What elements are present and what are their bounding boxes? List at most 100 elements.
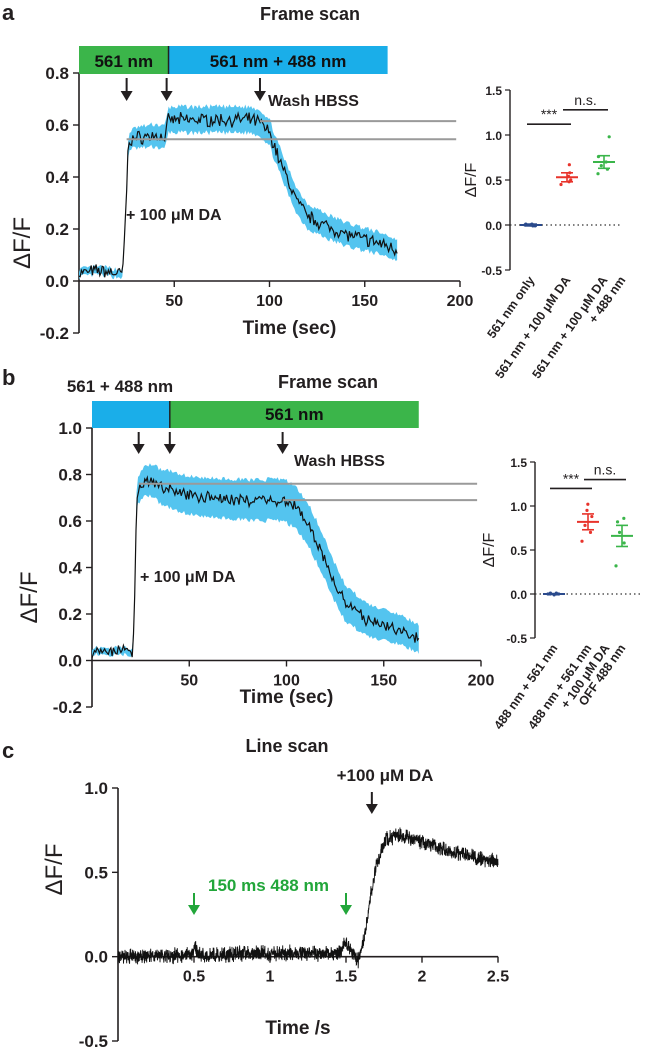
x-axis-title: Time /s xyxy=(265,1018,330,1039)
stimulus-arrow-head xyxy=(163,444,176,454)
laser-pulse-arrow-head xyxy=(188,905,200,915)
sem-band xyxy=(79,104,398,280)
y-axis-title: ΔF/F xyxy=(481,532,498,567)
annotation: 150 ms 488 nm xyxy=(208,876,329,895)
x-tick-label: 50 xyxy=(180,673,198,690)
data-point xyxy=(615,520,620,524)
y-axis-title: ΔF/F xyxy=(41,843,68,895)
data-point xyxy=(585,508,589,512)
x-axis-title: Time (sec) xyxy=(243,318,337,339)
mean-trace xyxy=(117,827,499,969)
y-tick-label: 0.6 xyxy=(45,116,69,135)
y-tick-label: 0.8 xyxy=(58,466,82,485)
y-tick-label: 0.0 xyxy=(45,272,69,291)
mean-trace xyxy=(78,111,398,278)
illumination-bar xyxy=(169,401,419,428)
x-tick-label: 1.5 xyxy=(335,969,357,986)
mean-trace xyxy=(91,475,420,658)
y-tick-label: -0.5 xyxy=(506,632,527,646)
panel-a-trace-chart: Frame scan -0.2 0.0 0.2 0.4 0.6 0.8 50 100 150 200… xyxy=(9,4,473,343)
stimulus-arrow-head xyxy=(276,444,289,454)
data-point xyxy=(583,523,587,527)
y-tick-label: 1.0 xyxy=(84,779,108,798)
comparison-label: *** xyxy=(541,106,558,122)
y-tick-label: 1.0 xyxy=(510,500,527,514)
data-point xyxy=(588,530,593,535)
y-tick-label: 0.2 xyxy=(45,220,69,239)
y-tick-label: 0.5 xyxy=(84,863,108,882)
comparison-label: n.s. xyxy=(594,462,617,478)
bar-caption: 561 + 488 nm xyxy=(67,377,173,396)
stimulus-arrow-head xyxy=(253,91,266,101)
y-tick-label: -0.2 xyxy=(40,324,69,343)
y-tick-label: 0.0 xyxy=(510,588,527,602)
x-tick-label: 2.5 xyxy=(487,969,509,986)
panel-b-trace-chart: Frame scan 561 + 488 nm -0.2 0.0 0.2 0.4 0.6 0.… xyxy=(16,372,494,717)
panel-label-c: c xyxy=(2,738,14,763)
chart-title: Frame scan xyxy=(278,372,378,392)
x-tick-label: 200 xyxy=(447,293,474,310)
data-point xyxy=(596,172,600,176)
chart-title: Line scan xyxy=(245,736,328,756)
y-tick-label: 0.0 xyxy=(84,948,108,967)
illumination-bar-label: 561 nm xyxy=(265,405,324,424)
stimulus-arrow-head xyxy=(120,91,133,101)
y-tick-label: 0.2 xyxy=(58,605,82,624)
stimulus-arrow-head xyxy=(160,91,173,101)
illumination-bar xyxy=(168,46,388,74)
y-tick-label: 1.0 xyxy=(58,419,82,438)
illumination-bar xyxy=(79,46,169,74)
annotation: + 100 μM DA xyxy=(126,207,222,224)
y-tick-label: 0.4 xyxy=(45,168,69,187)
comparison-label: n.s. xyxy=(574,92,597,108)
y-axis-title: ΔF/F xyxy=(9,217,36,269)
illumination-bar-label: 561 nm + 488 nm xyxy=(210,52,347,71)
x-tick-label: 2 xyxy=(418,969,427,986)
x-tick-label: 100 xyxy=(273,673,300,690)
data-point xyxy=(617,530,622,535)
y-tick-label: 0.6 xyxy=(58,512,82,531)
x-tick-label: 1 xyxy=(266,969,275,986)
stimulus-arrow-head xyxy=(365,804,378,814)
comparison-label: *** xyxy=(563,470,580,486)
y-tick-label: 0.4 xyxy=(58,559,82,578)
annotation: +100 μM DA xyxy=(337,766,434,785)
data-point xyxy=(622,541,626,545)
data-point xyxy=(580,539,584,543)
y-tick-label: 1.5 xyxy=(485,84,502,98)
data-point xyxy=(586,502,590,506)
y-tick-label: 0.8 xyxy=(45,64,69,83)
panel-label-b: b xyxy=(2,365,15,390)
y-tick-label: -0.5 xyxy=(79,1032,108,1050)
data-point xyxy=(559,182,563,187)
data-point xyxy=(599,164,603,168)
annotation: + 100 μM DA xyxy=(140,569,236,586)
x-axis-title: Time (sec) xyxy=(240,687,334,708)
data-point xyxy=(614,564,618,568)
category-label: 561 nm + 100 μM DA xyxy=(529,274,610,381)
x-tick-label: 200 xyxy=(468,673,495,690)
illumination-bar xyxy=(92,401,170,428)
category-label: 488 nm + 561 nm xyxy=(491,642,560,732)
y-tick-label: 1.5 xyxy=(510,456,527,470)
panel-b-scatter-chart: -0.5 0.0 0.5 1.0 1.5 ΔF/F *** n.s. 488 nm + 561 … xyxy=(481,456,642,732)
chart-title: Frame scan xyxy=(260,4,360,24)
y-tick-label: -0.2 xyxy=(53,698,82,717)
y-tick-label: 0.0 xyxy=(485,219,502,233)
y-axis-title: ΔF/F xyxy=(463,162,480,197)
stimulus-arrow-head xyxy=(132,444,145,454)
y-tick-label: -0.5 xyxy=(481,264,502,278)
panel-c-trace-chart: Line scan -0.5 0.0 0.5 1.0 0.5 1 1.5 2 2.5 Time /s… xyxy=(41,736,509,1050)
laser-pulse-arrow-head xyxy=(340,905,352,915)
y-tick-label: 0.0 xyxy=(58,652,82,671)
data-point xyxy=(622,516,626,520)
data-point xyxy=(590,514,594,519)
x-tick-label: 50 xyxy=(165,293,183,310)
x-tick-label: 150 xyxy=(351,293,378,310)
y-axis-title: ΔF/F xyxy=(16,571,43,623)
panel-a-scatter-chart: -0.50.00.51.01.5ΔF/F***n.s.561 nm only56… xyxy=(463,84,628,381)
illumination-bar-label: 561 nm xyxy=(94,52,153,71)
x-tick-label: 0.5 xyxy=(183,969,205,986)
x-tick-label: 150 xyxy=(370,673,397,690)
panel-label-a: a xyxy=(2,0,15,25)
